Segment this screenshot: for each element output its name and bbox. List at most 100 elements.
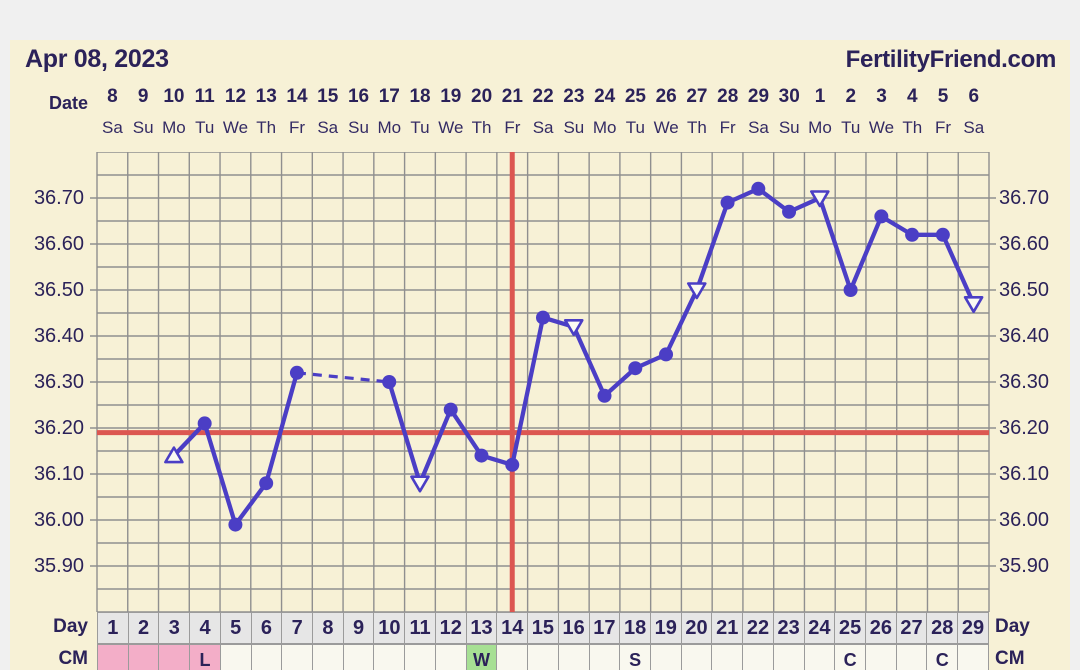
cm-cell[interactable]: L (189, 644, 221, 670)
day-axis-label-left: Day (53, 616, 88, 637)
cycle-day-cell[interactable]: 15 (527, 612, 559, 644)
cycle-day-cell[interactable]: 5 (219, 612, 252, 644)
temp-marker-circle (905, 227, 920, 242)
cycle-day-cell[interactable]: 1 (97, 612, 129, 644)
cm-cell[interactable] (711, 644, 744, 670)
cycle-day-cell[interactable]: 23 (772, 612, 805, 644)
weekday-cell: Su (348, 118, 369, 137)
chart-gridlines (90, 152, 996, 612)
cm-cell[interactable] (557, 644, 590, 670)
weekday-cell: Fr (719, 118, 736, 137)
y-tick-label-right: 36.50 (999, 279, 1050, 301)
cycle-day-cell[interactable]: 10 (373, 612, 406, 644)
cm-cell[interactable] (649, 644, 682, 670)
cm-cell[interactable] (281, 644, 314, 670)
cm-cell[interactable]: S (619, 644, 651, 670)
temp-marker-triangle-up (164, 446, 184, 464)
cycle-day-cell[interactable]: 7 (281, 612, 314, 644)
weekday-cell: Fr (288, 118, 305, 137)
y-tick-label-right: 36.20 (999, 417, 1050, 439)
temp-line-segment (417, 407, 453, 486)
cycle-day-cell[interactable]: 9 (342, 612, 375, 644)
temp-marker-circle (289, 365, 304, 380)
cm-cell[interactable] (158, 644, 191, 670)
cycle-day-cell[interactable]: 27 (895, 612, 928, 644)
date-cell: 20 (471, 86, 493, 107)
cm-cell[interactable] (864, 644, 897, 670)
bbt-chart-canvas (90, 152, 996, 612)
cm-cell[interactable]: W (465, 644, 498, 670)
temp-line-segment (848, 214, 884, 293)
day-axis-label-right: Day (995, 616, 1030, 637)
y-tick-label-right: 36.30 (999, 371, 1050, 393)
cycle-day-cell[interactable]: 28 (926, 612, 959, 644)
weekday-cell: Sa (101, 118, 123, 137)
cm-cell[interactable]: C (926, 644, 959, 670)
cm-cell[interactable] (772, 644, 805, 670)
cycle-day-cell[interactable]: 17 (588, 612, 621, 644)
temp-line-segment (233, 481, 269, 527)
cycle-day-cell[interactable]: 14 (496, 612, 529, 644)
temp-marker-circle (536, 310, 550, 325)
cm-cell[interactable] (219, 644, 252, 670)
cycle-day-cell[interactable]: 25 (834, 612, 866, 644)
cycle-day-cell[interactable]: 16 (557, 612, 590, 644)
cm-cell[interactable] (803, 644, 836, 670)
cycle-day-cell[interactable]: 12 (434, 612, 467, 644)
date-cell: 8 (107, 86, 118, 107)
date-cell: 11 (194, 86, 215, 107)
cm-cell[interactable] (434, 644, 467, 670)
temp-marker-circle (659, 347, 674, 362)
cm-cell[interactable] (680, 644, 713, 670)
cm-cell[interactable] (342, 644, 375, 670)
weekday-cell: Mo (808, 118, 832, 137)
cm-cell[interactable] (895, 644, 928, 670)
date-cell: 18 (409, 86, 431, 107)
temp-marker-circle (443, 402, 458, 417)
date-cell: 3 (876, 86, 887, 107)
weekday-cell: Su (132, 118, 154, 137)
temp-marker-circle (505, 457, 520, 472)
cm-cell[interactable] (404, 644, 436, 670)
cm-cell[interactable] (97, 644, 129, 670)
cm-cell[interactable] (957, 644, 989, 670)
date-cell: 2 (845, 86, 857, 107)
cm-cell[interactable] (496, 644, 529, 670)
cm-cell[interactable] (312, 644, 344, 670)
cycle-day-cell[interactable]: 18 (619, 612, 651, 644)
weekday-cell: Th (471, 118, 492, 137)
date-cell: 13 (255, 86, 277, 107)
cm-cell[interactable] (127, 644, 160, 670)
temp-line-segment (694, 200, 730, 293)
cycle-day-cell[interactable]: 4 (189, 612, 221, 644)
cycle-day-cell[interactable]: 20 (680, 612, 713, 644)
cycle-day-cell[interactable]: 6 (250, 612, 283, 644)
cycle-day-cell[interactable]: 13 (465, 612, 498, 644)
cm-cell[interactable]: C (834, 644, 866, 670)
cm-cell[interactable] (742, 644, 774, 670)
weekday-cell: We (653, 118, 679, 137)
weekday-cell: Tu (625, 118, 645, 137)
cycle-day-cell[interactable]: 26 (864, 612, 897, 644)
cycle-day-cell[interactable]: 2 (127, 612, 160, 644)
temp-line-segment (940, 232, 976, 306)
weekday-cell: Sa (748, 118, 769, 137)
temp-marker-circle (597, 388, 612, 403)
weekday-row: Sa Su Mo Tu We Th Fr Sa Su Mo Tu We Th Fr Sa Su Mo Tu We Th… (97, 116, 989, 140)
cycle-day-cell[interactable]: 8 (312, 612, 344, 644)
cycle-day-cell[interactable]: 11 (404, 612, 436, 644)
fertilityfriend-logo-text[interactable]: FertilityFriend.com (845, 46, 1057, 73)
cm-cell[interactable] (588, 644, 621, 670)
cm-cell[interactable] (373, 644, 406, 670)
y-tick-label-right: 36.40 (999, 325, 1050, 347)
cm-cell[interactable] (250, 644, 283, 670)
cycle-day-cell[interactable]: 22 (742, 612, 774, 644)
cycle-day-cell[interactable]: 19 (649, 612, 682, 644)
cycle-day-cell[interactable]: 3 (158, 612, 191, 644)
cycle-day-cell[interactable]: 21 (711, 612, 744, 644)
cm-cell[interactable] (527, 644, 559, 670)
cycle-day-cell[interactable]: 29 (957, 612, 989, 644)
temp-line-segment (510, 315, 546, 467)
date-cell: 28 (717, 86, 739, 107)
cycle-day-cell[interactable]: 24 (803, 612, 836, 644)
